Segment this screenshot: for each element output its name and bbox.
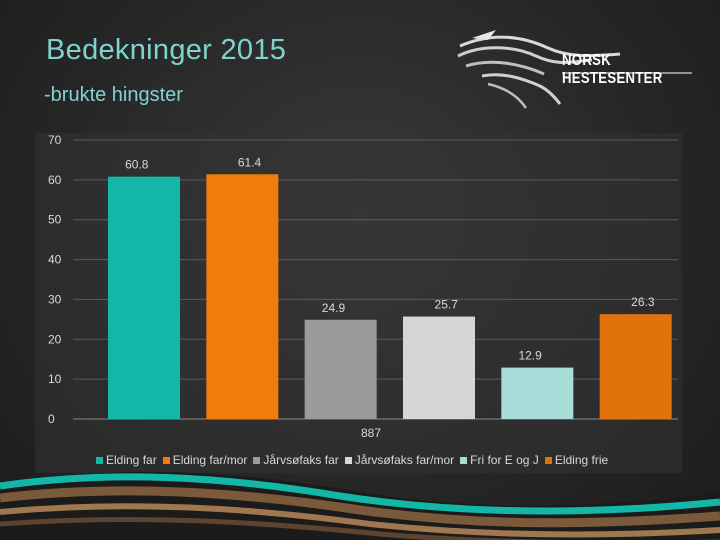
legend-swatch [162, 456, 170, 464]
bar-1 [108, 176, 180, 419]
y-tick-label: 40 [48, 253, 62, 267]
slide-subtitle: -brukte hingster [44, 84, 183, 106]
legend-swatch [544, 456, 552, 464]
legend-item: Elding frie [544, 453, 609, 467]
bar-4 [403, 316, 475, 419]
y-tick-label: 0 [48, 412, 55, 426]
horse-logo-icon [457, 30, 692, 109]
value-labels: 60.8 61.4 24.9 25.7 12.9 26.3 [125, 155, 655, 362]
bar-3 [304, 319, 377, 419]
bar-2 [206, 174, 279, 419]
bars [108, 174, 672, 419]
legend-label: Jårvsøfaks far [263, 453, 339, 467]
legend-swatch [344, 456, 352, 464]
data-label: 24.9 [322, 301, 346, 315]
legend: Elding far Elding far/mor Jårvsøfaks far Jå… [96, 453, 656, 467]
y-tick-label: 10 [48, 372, 62, 386]
decorative-waves [0, 471, 720, 540]
bar-5 [501, 367, 574, 419]
y-tick-label: 20 [48, 332, 62, 346]
y-tick-label: 30 [48, 292, 62, 306]
legend-label: Elding far [106, 453, 157, 467]
data-label: 25.7 [435, 298, 459, 312]
legend-item: Fri for E og J [460, 453, 539, 467]
y-tick-label: 70 [48, 133, 62, 147]
legend-label: Jårvsøfaks far/mor [354, 453, 455, 467]
logo-text: NORSK HESTESENTER [562, 52, 663, 87]
chart-annotation: 887 [361, 426, 381, 440]
legend-item: Jårvsøfaks far/mor [344, 453, 455, 467]
data-label: 26.3 [631, 295, 655, 309]
data-label: 60.8 [125, 158, 149, 172]
legend-swatch [460, 456, 468, 464]
y-tick-label: 50 [48, 213, 62, 227]
legend-label: Elding frie [554, 453, 609, 467]
legend-swatch [253, 456, 261, 464]
legend-item: Jårvsøfaks far [253, 453, 339, 467]
legend-swatch [96, 456, 103, 464]
legend-label: Elding far/mor [172, 453, 248, 467]
data-label: 12.9 [518, 349, 542, 363]
legend-label: Fri for E og J [470, 453, 539, 467]
slide-title: Bedekninger 2015 [46, 34, 287, 66]
legend-item: Elding far/mor [162, 453, 248, 467]
y-tick-label: 60 [48, 173, 62, 187]
y-axis: 0 10 20 30 40 50 60 70 [48, 133, 62, 426]
legend-item: Elding far [96, 453, 157, 467]
bar-6 [599, 314, 672, 419]
data-label: 61.4 [238, 155, 262, 169]
